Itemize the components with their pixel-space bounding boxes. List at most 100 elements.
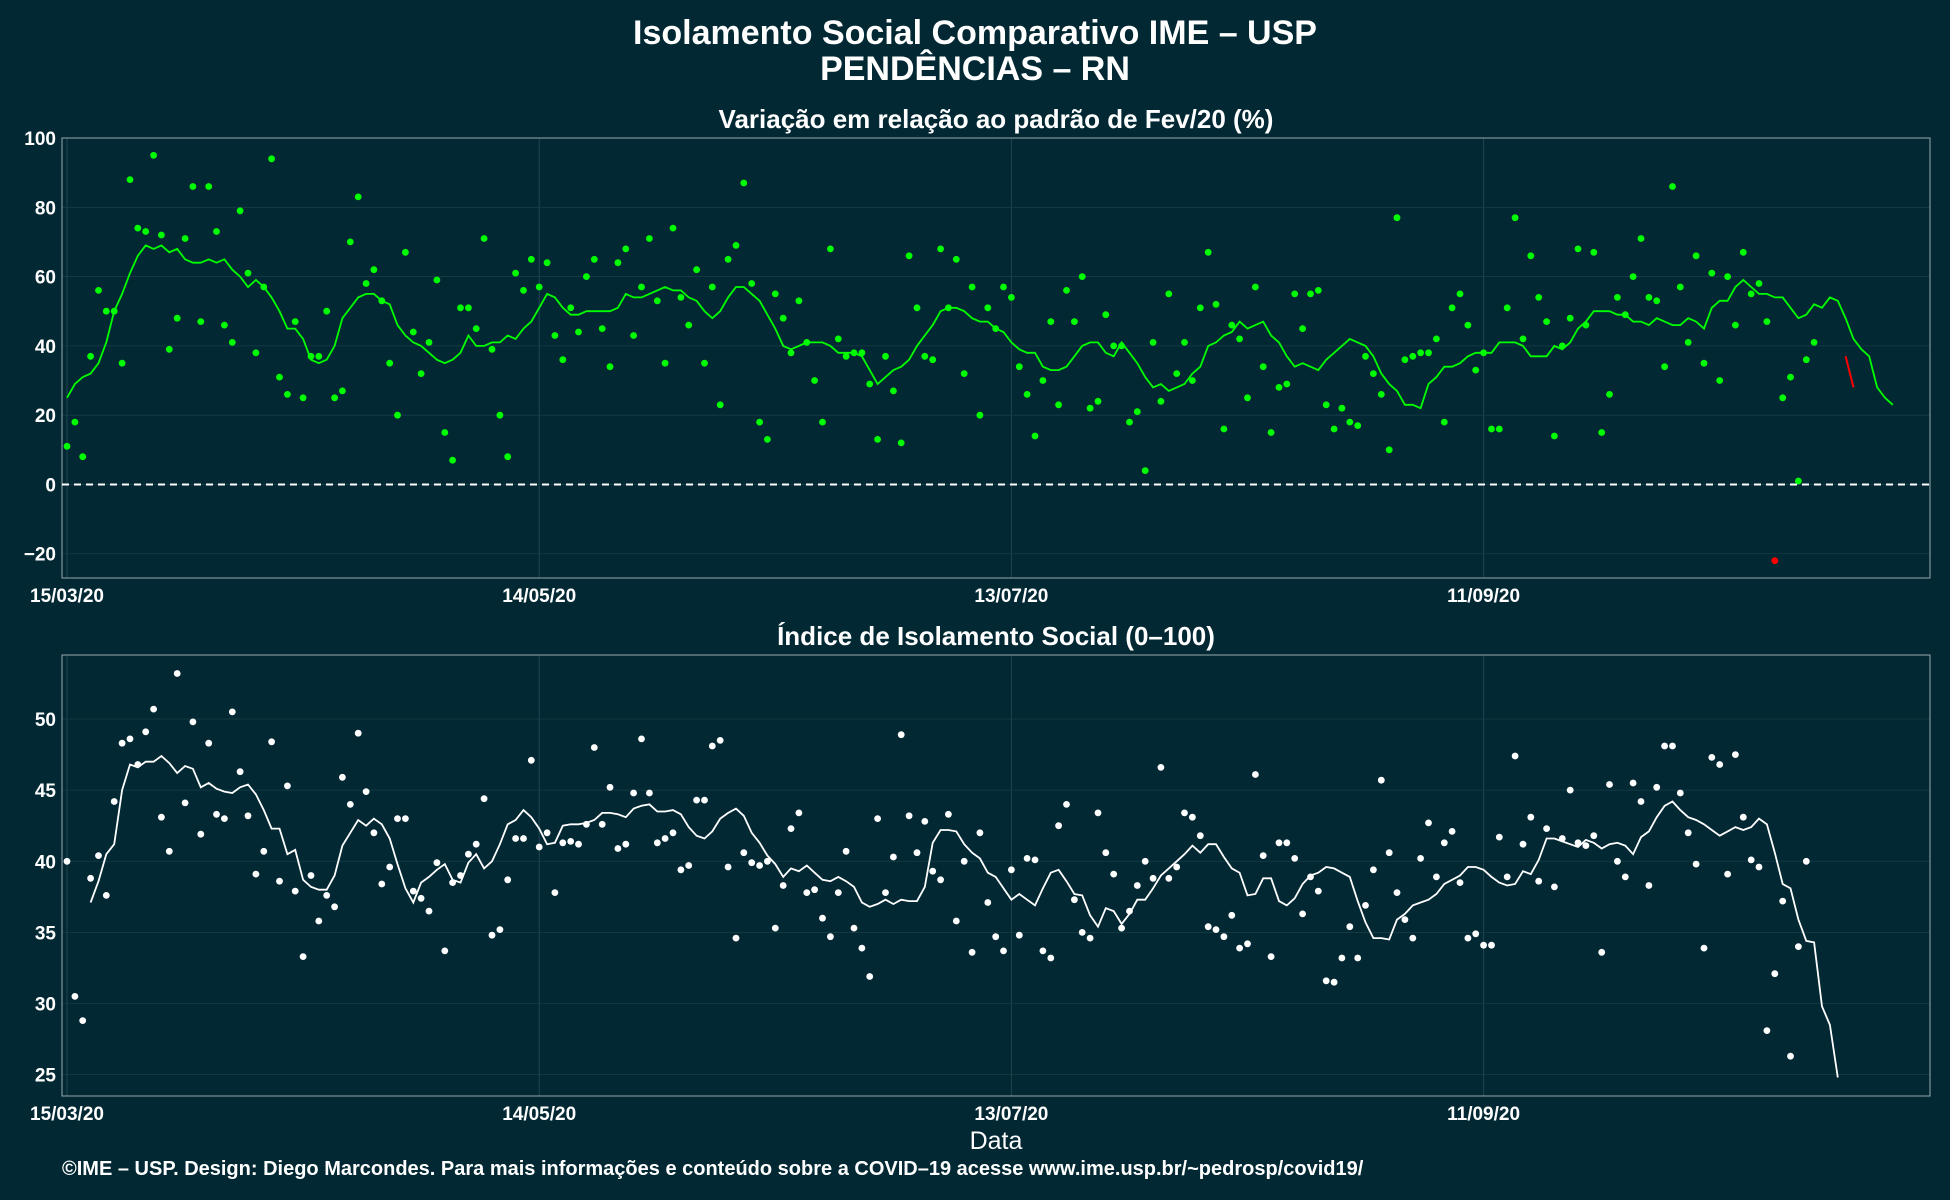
data-point (669, 829, 677, 837)
data-point (984, 899, 992, 906)
data-point (488, 345, 496, 353)
data-point (905, 812, 913, 820)
data-point (1739, 813, 1747, 821)
data-point (1078, 273, 1086, 280)
data-point (708, 283, 716, 291)
data-point (1598, 948, 1606, 956)
data-point (504, 453, 512, 461)
data-point (1692, 860, 1700, 868)
data-point (1716, 761, 1724, 768)
data-point (811, 377, 818, 384)
data-point (1118, 342, 1125, 350)
data-point (150, 151, 158, 159)
data-point (1802, 857, 1810, 865)
data-point (1488, 425, 1495, 433)
data-point (685, 321, 693, 329)
data-point (205, 183, 213, 190)
data-point (866, 380, 874, 388)
data-point (913, 304, 921, 312)
data-point (197, 830, 205, 838)
data-point (716, 401, 724, 409)
data-point (646, 789, 653, 797)
data-point (543, 259, 551, 267)
data-point (945, 810, 952, 818)
data-point (1692, 252, 1700, 260)
data-point (1063, 801, 1070, 808)
data-point (1354, 954, 1362, 962)
highlight-line-segment (1844, 356, 1855, 388)
data-point (1574, 245, 1582, 253)
data-point (1346, 418, 1354, 426)
data-point (1582, 321, 1590, 329)
data-point (102, 892, 110, 899)
data-point (181, 799, 189, 807)
data-point (1425, 349, 1432, 357)
data-point (1716, 377, 1724, 384)
data-point (354, 193, 362, 201)
data-point (299, 953, 307, 960)
data-point (1275, 384, 1283, 391)
data-point (1448, 828, 1456, 835)
data-point (1330, 425, 1338, 433)
data-point (1228, 321, 1236, 329)
data-point (1566, 786, 1574, 794)
data-point (1181, 339, 1188, 346)
data-point (299, 394, 307, 402)
data-point (331, 394, 338, 402)
data-point (378, 297, 386, 305)
moving-average-line (66, 244, 1894, 410)
data-point (858, 944, 866, 952)
data-point (771, 924, 779, 932)
y-tick-label: 40 (35, 337, 56, 358)
data-point (1086, 934, 1094, 942)
data-point (417, 370, 425, 377)
data-point (134, 761, 142, 768)
data-point (1440, 839, 1448, 847)
data-point (1661, 363, 1668, 371)
data-point (1495, 833, 1503, 841)
data-point (1527, 252, 1535, 260)
data-point (244, 812, 252, 820)
data-point (929, 356, 937, 364)
data-point (1031, 856, 1039, 864)
data-point (417, 894, 425, 902)
data-point (1118, 924, 1125, 932)
data-point (1417, 349, 1424, 357)
data-point (87, 874, 94, 882)
data-point (1480, 941, 1487, 949)
data-point (1519, 840, 1527, 848)
data-point (142, 228, 150, 235)
data-point (276, 877, 283, 885)
x-tick-label: 14/05/20 (502, 586, 576, 607)
data-point (1149, 874, 1157, 882)
data-point (834, 889, 842, 896)
data-point (480, 235, 488, 242)
data-point (252, 870, 260, 878)
data-point (1747, 856, 1755, 864)
data-point (598, 820, 606, 828)
data-point (803, 339, 811, 346)
y-tick-label: 80 (35, 198, 56, 219)
y-tick-label: 0 (45, 475, 56, 496)
data-point (653, 297, 661, 305)
data-point (1771, 557, 1779, 565)
data-point (1645, 882, 1653, 889)
data-point (1676, 789, 1684, 797)
data-point (1456, 879, 1464, 886)
data-point (842, 352, 850, 360)
data-point (1732, 321, 1739, 329)
data-point (661, 835, 669, 842)
data-point (205, 739, 213, 747)
data-point (95, 852, 102, 859)
data-point (126, 735, 134, 743)
data-point (1433, 335, 1440, 343)
y-tick-label: 30 (35, 995, 56, 1016)
data-point (567, 304, 575, 312)
data-point (614, 259, 622, 267)
data-point (551, 889, 559, 896)
data-point (1157, 397, 1165, 405)
data-point (1464, 321, 1472, 329)
chart-panel-2: Índice de Isolamento Social (0–100) 25 30 3… (30, 621, 1931, 1155)
data-point (1566, 314, 1574, 322)
data-point (268, 155, 275, 163)
